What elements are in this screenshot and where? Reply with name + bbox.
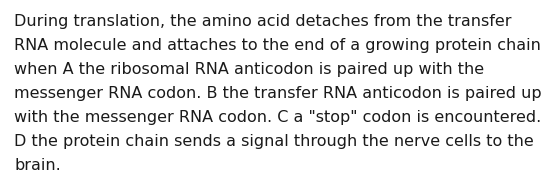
Text: D the protein chain sends a signal through the nerve cells to the: D the protein chain sends a signal throu… <box>14 134 534 149</box>
Text: RNA molecule and attaches to the end of a growing protein chain: RNA molecule and attaches to the end of … <box>14 38 541 53</box>
Text: During translation, the amino acid detaches from the transfer: During translation, the amino acid detac… <box>14 14 512 29</box>
Text: messenger RNA codon. B the transfer RNA anticodon is paired up: messenger RNA codon. B the transfer RNA … <box>14 86 542 101</box>
Text: brain.: brain. <box>14 158 61 173</box>
Text: with the messenger RNA codon. C a "stop" codon is encountered.: with the messenger RNA codon. C a "stop"… <box>14 110 541 125</box>
Text: when A the ribosomal RNA anticodon is paired up with the: when A the ribosomal RNA anticodon is pa… <box>14 62 484 77</box>
